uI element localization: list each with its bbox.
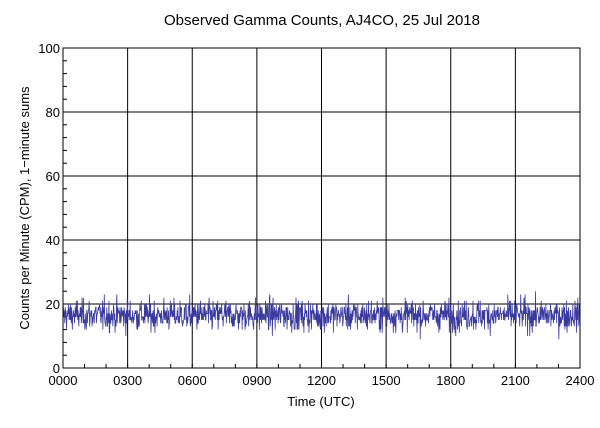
x-tick-label: 1500 (372, 373, 401, 388)
y-tick-label: 0 (53, 361, 60, 376)
y-tick-label: 80 (46, 105, 60, 120)
x-tick-label: 0900 (242, 373, 271, 388)
series-group (62, 291, 581, 340)
x-tick-label: 2400 (566, 373, 595, 388)
chart-title: Observed Gamma Counts, AJ4CO, 25 Jul 201… (164, 12, 480, 29)
x-tick-label: 0000 (49, 373, 78, 388)
x-tick-label: 0600 (178, 373, 207, 388)
x-tick-label: 1800 (436, 373, 465, 388)
y-axis-label: Counts per Minute (CPM), 1−minute sums (17, 86, 32, 330)
x-tick-label: 1200 (307, 373, 336, 388)
x-axis-label: Time (UTC) (287, 394, 354, 409)
x-tick-labels: 0000 0300 0600 0900 1200 1500 1800 2100 2400 (49, 373, 595, 388)
y-tick-label: 40 (46, 233, 60, 248)
x-tick-label: 0300 (113, 373, 142, 388)
y-tick-label: 100 (38, 41, 60, 56)
y-tick-labels: 0 20 40 60 80 100 (38, 41, 60, 376)
y-tick-label: 60 (46, 169, 60, 184)
x-tick-label: 2100 (501, 373, 530, 388)
y-tick-label: 20 (46, 297, 60, 312)
plot-frame (62, 47, 581, 369)
series-line (62, 291, 581, 340)
